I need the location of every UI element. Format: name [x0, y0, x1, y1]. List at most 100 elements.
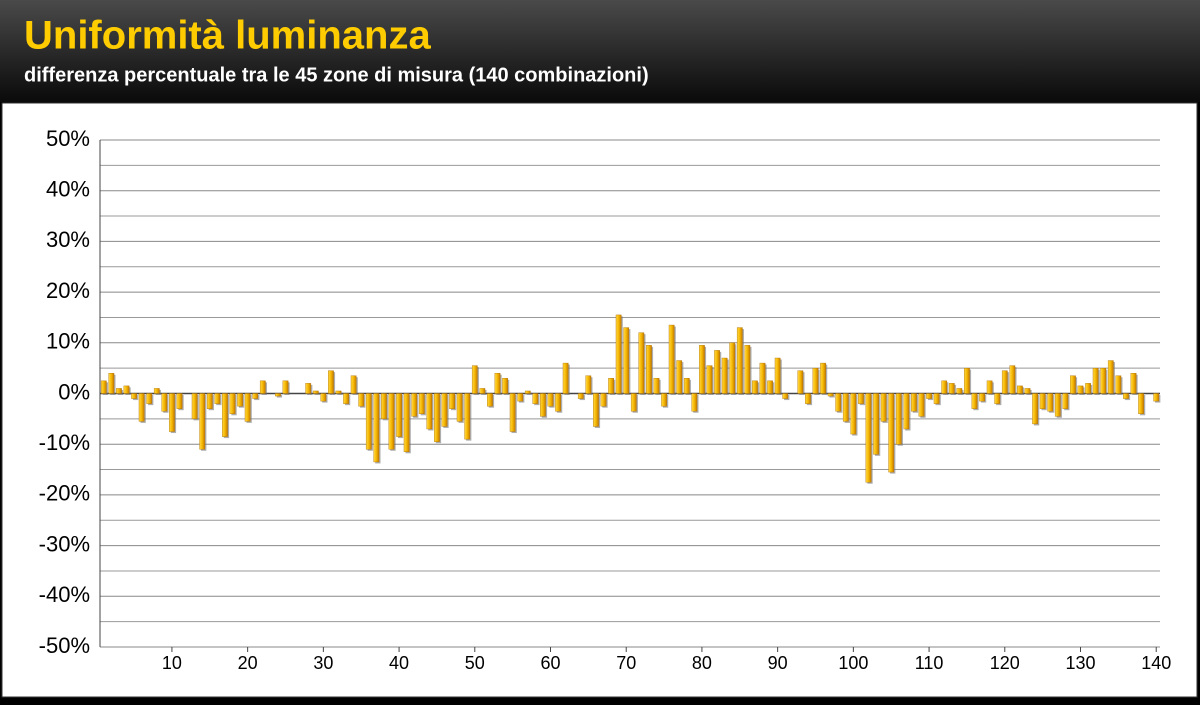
bar: [449, 393, 455, 409]
bar: [517, 393, 524, 402]
bar: [343, 393, 349, 404]
bar: [1024, 388, 1031, 394]
bar: [585, 375, 592, 394]
bar: [797, 370, 804, 394]
bar: [524, 390, 531, 394]
bar: [229, 393, 236, 414]
bar: [736, 327, 743, 394]
bar: [661, 393, 667, 407]
bar: [986, 380, 993, 394]
bar: [903, 393, 910, 430]
bar: [964, 367, 970, 394]
bar: [418, 393, 425, 414]
bar: [471, 365, 478, 394]
bar: [161, 393, 168, 412]
x-tick-label: 40: [389, 653, 409, 673]
bar: [555, 393, 561, 412]
bar: [1047, 393, 1054, 412]
y-tick-label: -40%: [39, 582, 90, 607]
bar: [668, 324, 675, 394]
bar: [1138, 393, 1144, 414]
bar: [676, 360, 683, 394]
x-tick-label: 110: [915, 653, 944, 673]
bar: [1153, 393, 1160, 402]
bar: [108, 373, 115, 394]
bar: [456, 393, 463, 422]
bar: [1130, 373, 1137, 394]
bar: [123, 385, 130, 394]
bar-shadow: [526, 392, 532, 395]
bar: [805, 393, 811, 404]
x-tick-label: 100: [838, 653, 868, 673]
bar: [706, 365, 713, 394]
bar: [714, 350, 720, 394]
bar: [411, 393, 418, 417]
bar: [593, 393, 599, 427]
x-tick-label: 60: [540, 653, 560, 673]
bar: [373, 393, 380, 463]
bar: [116, 388, 122, 394]
bar: [1123, 393, 1129, 399]
y-tick-label: 30%: [46, 227, 90, 252]
bar: [1107, 360, 1114, 394]
bar: [365, 393, 372, 450]
bar: [275, 393, 281, 397]
y-tick-label: -50%: [39, 633, 90, 658]
bar: [487, 393, 493, 407]
bar: [1062, 393, 1069, 409]
bar: [774, 357, 781, 394]
y-tick-label: 40%: [46, 177, 90, 202]
bar: [782, 393, 789, 399]
bar: [244, 393, 251, 422]
bar: [153, 388, 160, 394]
bar: [729, 342, 736, 394]
bar: [699, 345, 705, 394]
bar: [911, 393, 917, 412]
x-tick-label: 70: [616, 653, 636, 673]
bar: [683, 378, 690, 394]
bar: [100, 380, 107, 394]
x-tick-label: 130: [1065, 653, 1095, 673]
bar: [547, 393, 554, 407]
bar: [880, 393, 887, 422]
bar: [1054, 393, 1061, 417]
bar: [577, 393, 584, 399]
bar: [956, 388, 963, 394]
bar: [222, 393, 228, 437]
bar: [237, 393, 243, 407]
bar: [426, 393, 433, 430]
bar: [396, 393, 402, 437]
bar: [403, 393, 410, 453]
bar: [752, 380, 758, 394]
bar: [434, 393, 440, 442]
bar: [540, 393, 546, 417]
bar: [888, 393, 895, 473]
x-tick-label: 50: [465, 653, 485, 673]
bar: [206, 393, 213, 409]
bar: [335, 390, 342, 394]
bar: [328, 370, 334, 394]
bar: [827, 393, 834, 397]
bar: [259, 380, 266, 394]
bar-shadow: [337, 392, 343, 395]
bar: [895, 393, 902, 445]
bar: [979, 393, 985, 402]
bar: [971, 393, 978, 409]
bar-shadow: [276, 395, 283, 398]
bar: [305, 383, 312, 394]
y-tick-label: 10%: [46, 329, 90, 354]
y-tick-label: 20%: [46, 278, 90, 303]
y-tick-label: 0%: [58, 379, 90, 404]
y-tick-label: -10%: [39, 430, 90, 455]
bar: [820, 362, 826, 394]
bar: [744, 345, 751, 394]
bar: [1070, 375, 1076, 394]
bar: [600, 393, 607, 407]
bar: [1077, 385, 1084, 394]
bar: [653, 378, 660, 394]
bar-shadow: [314, 392, 320, 395]
bar: [320, 393, 327, 402]
bar: [1092, 367, 1099, 394]
x-tick-label: 20: [238, 653, 258, 673]
